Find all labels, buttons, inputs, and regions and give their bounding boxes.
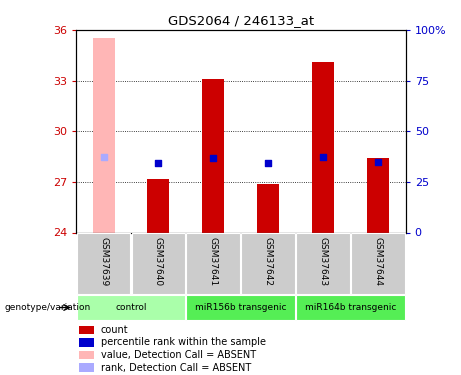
Point bbox=[319, 154, 327, 160]
Text: miR156b transgenic: miR156b transgenic bbox=[195, 303, 287, 312]
Point bbox=[265, 160, 272, 166]
Bar bbox=[148, 178, 170, 232]
Bar bbox=[296, 295, 405, 320]
Text: GSM37639: GSM37639 bbox=[99, 237, 108, 287]
Text: control: control bbox=[115, 303, 147, 312]
Text: GSM37641: GSM37641 bbox=[209, 237, 218, 286]
Text: rank, Detection Call = ABSENT: rank, Detection Call = ABSENT bbox=[101, 363, 251, 373]
Bar bbox=[187, 295, 295, 320]
Bar bbox=[351, 233, 405, 294]
Bar bbox=[312, 62, 334, 232]
Text: GSM37640: GSM37640 bbox=[154, 237, 163, 286]
Bar bbox=[79, 338, 94, 346]
Bar bbox=[79, 351, 94, 359]
Point bbox=[374, 159, 382, 165]
Bar bbox=[77, 233, 130, 294]
Bar bbox=[77, 295, 185, 320]
Text: miR164b transgenic: miR164b transgenic bbox=[305, 303, 396, 312]
Title: GDS2064 / 246133_at: GDS2064 / 246133_at bbox=[168, 15, 314, 27]
Text: GSM37644: GSM37644 bbox=[374, 237, 383, 286]
Text: count: count bbox=[101, 325, 129, 335]
Bar bbox=[79, 326, 94, 334]
Text: genotype/variation: genotype/variation bbox=[5, 303, 91, 312]
Bar bbox=[257, 184, 279, 232]
Point bbox=[100, 154, 107, 160]
Text: value, Detection Call = ABSENT: value, Detection Call = ABSENT bbox=[101, 350, 256, 360]
Bar bbox=[93, 39, 114, 232]
Text: percentile rank within the sample: percentile rank within the sample bbox=[101, 338, 266, 348]
Bar bbox=[202, 79, 225, 232]
Bar bbox=[131, 233, 185, 294]
Bar bbox=[242, 233, 295, 294]
Bar bbox=[296, 233, 350, 294]
Text: GSM37642: GSM37642 bbox=[264, 237, 273, 286]
Bar bbox=[367, 158, 389, 232]
Bar bbox=[79, 363, 94, 372]
Text: GSM37643: GSM37643 bbox=[319, 237, 328, 286]
Point bbox=[155, 160, 162, 166]
Bar bbox=[187, 233, 240, 294]
Point bbox=[210, 155, 217, 161]
